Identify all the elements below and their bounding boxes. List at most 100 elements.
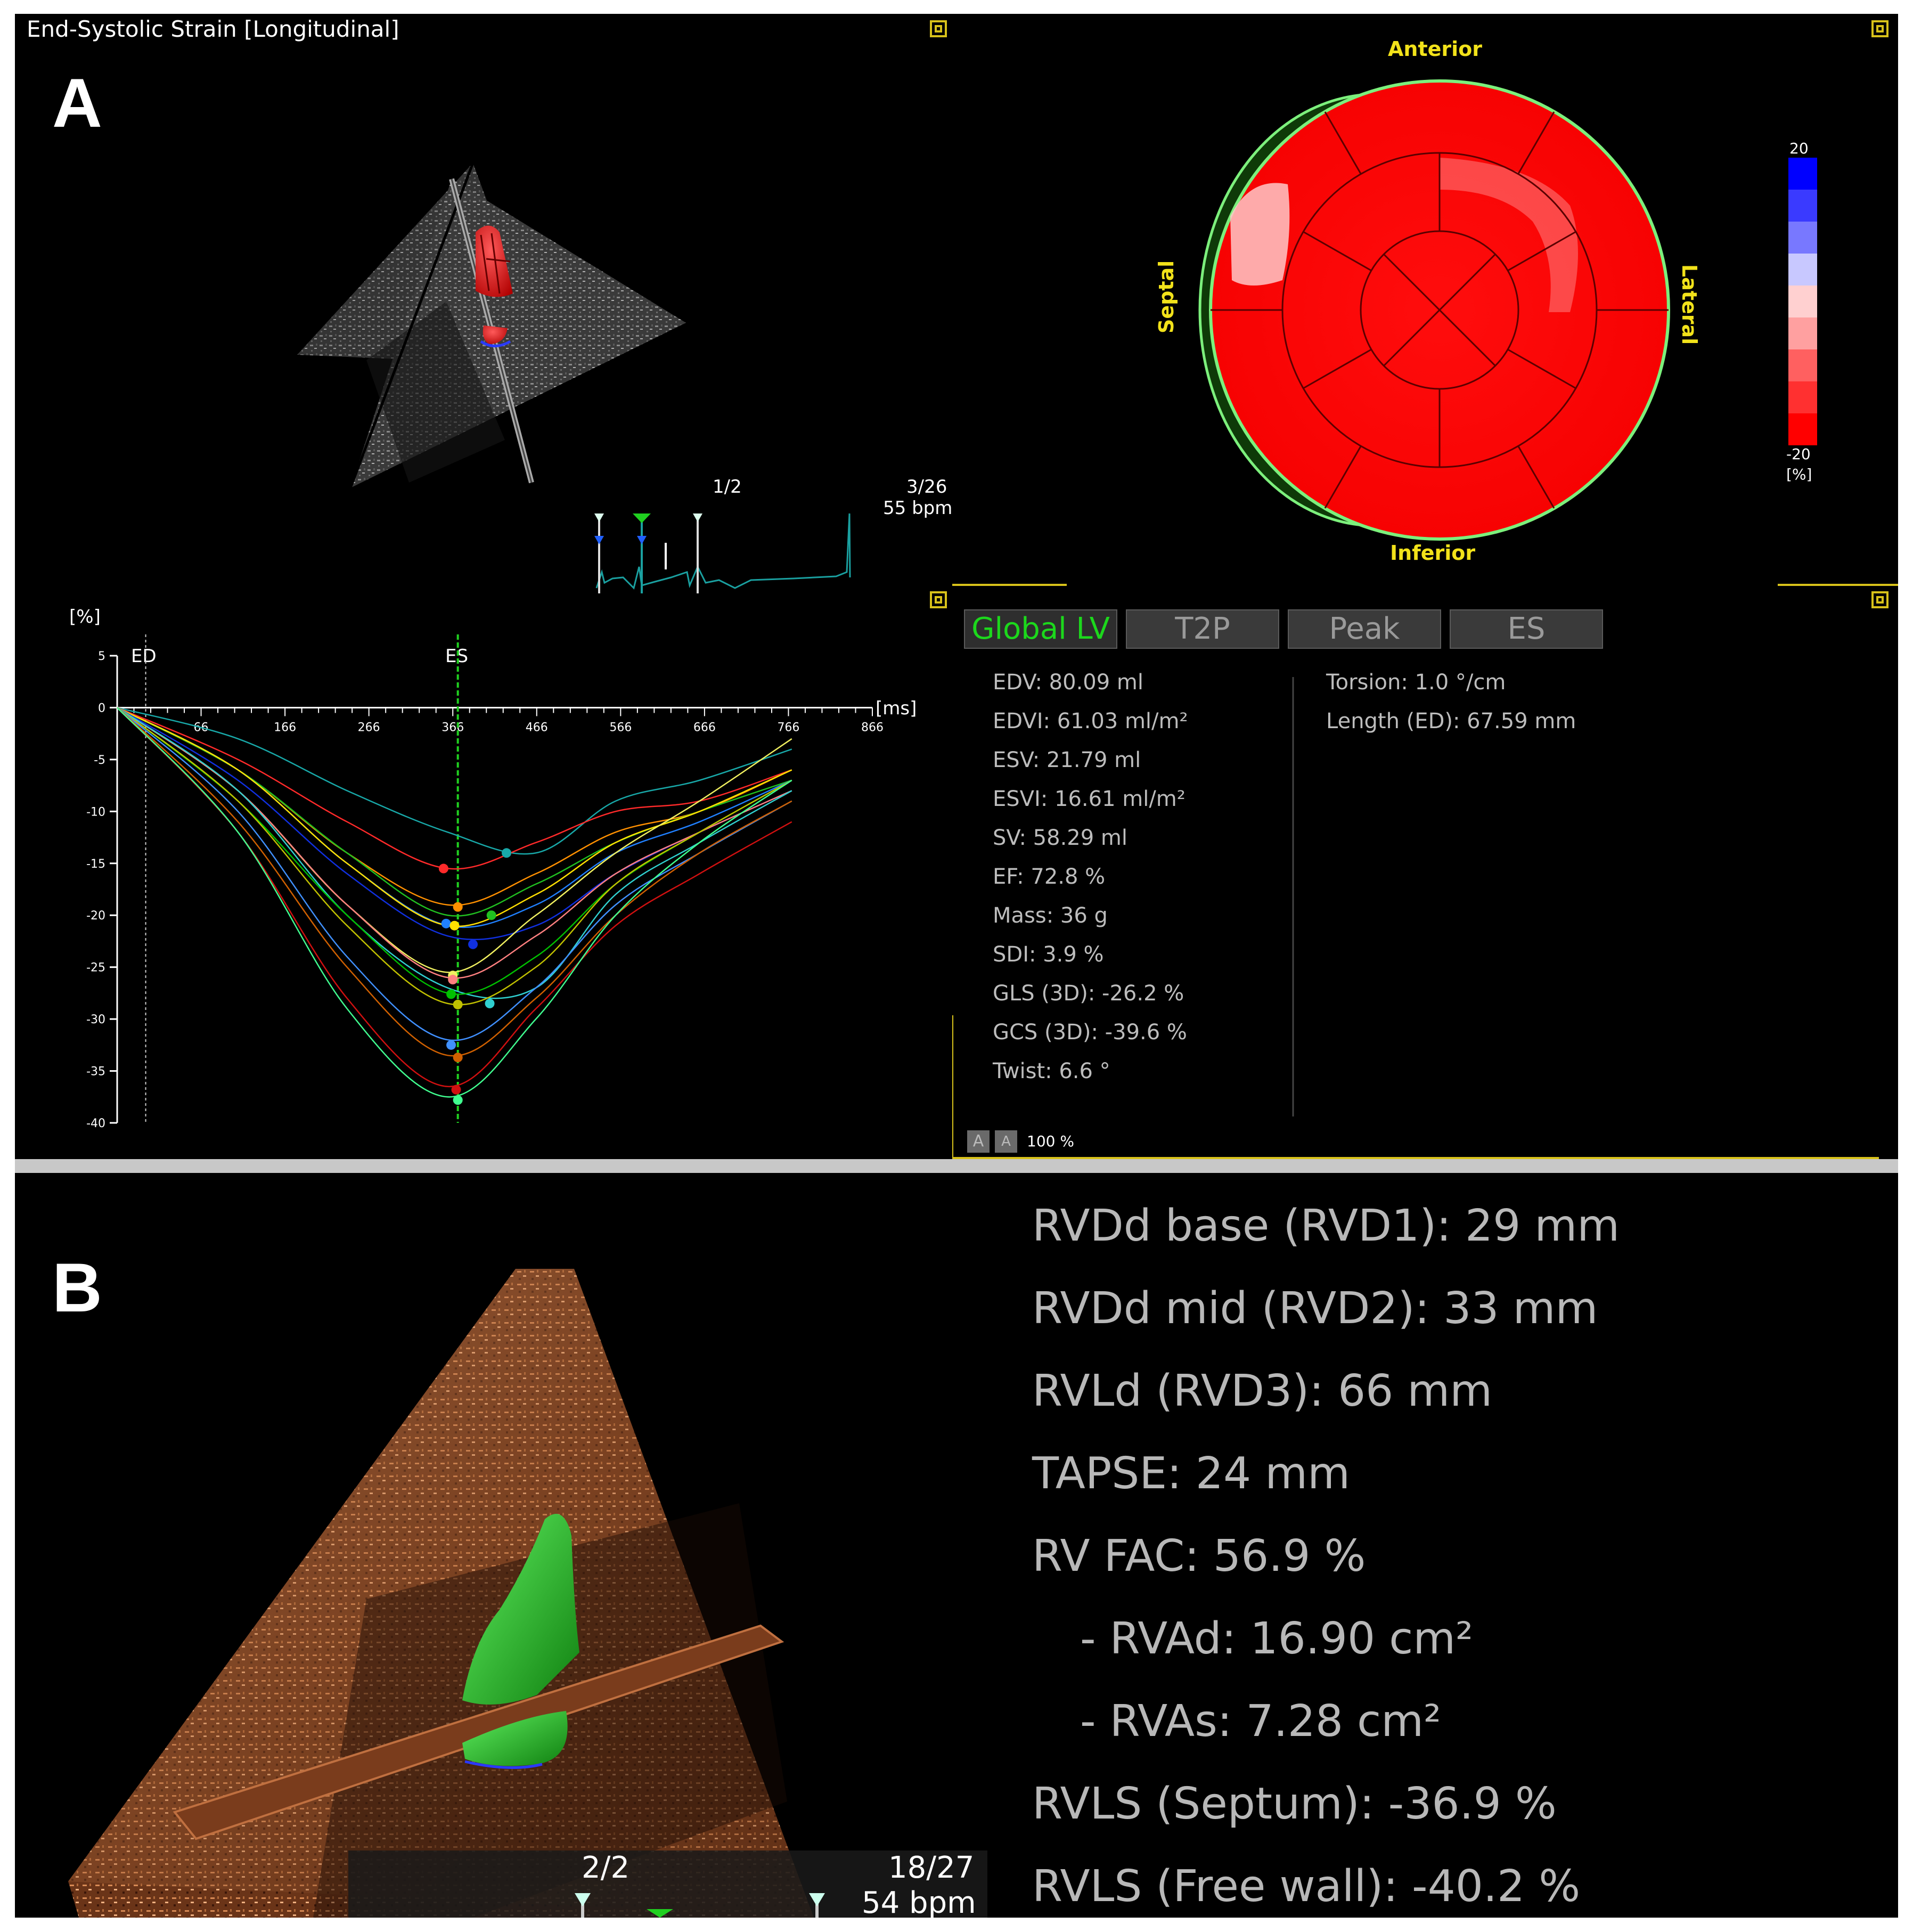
metric-rvls-free-wall: RVLS (Free wall): -40.2 %: [1032, 1861, 1581, 1912]
strain-curve-seg2: [117, 707, 792, 870]
metric-rvd1: RVDd base (RVD1): 29 mm: [1032, 1201, 1620, 1251]
metric-twist: Twist: 6.6 °: [993, 1059, 1110, 1083]
echo-3d-view[interactable]: [271, 142, 729, 504]
peak-point-seg14: [453, 1053, 463, 1063]
strain-curve-seg16: [117, 707, 792, 1098]
font-increase-button[interactable]: A: [995, 1130, 1017, 1153]
tab-peak[interactable]: Peak: [1288, 609, 1441, 649]
x-tick-label: 166: [274, 721, 296, 734]
panel-divider: [15, 1159, 1898, 1173]
metric-gls: GLS (3D): -26.2 %: [993, 981, 1184, 1006]
y-tick-label: -35: [86, 1065, 105, 1079]
peak-point-seg3: [453, 902, 463, 912]
metric-esvi: ESVI: 16.61 ml/m²: [993, 787, 1186, 811]
tab-t2p[interactable]: T2P: [1126, 609, 1279, 649]
font-decrease-button[interactable]: A: [967, 1130, 990, 1153]
ecg-beat-label: 1/2: [713, 476, 742, 498]
heart-rate-label: 55 bpm: [883, 498, 953, 519]
color-scale-unit: [%]: [1786, 466, 1812, 483]
maximize-icon[interactable]: [930, 20, 947, 37]
ecg-strip[interactable]: [348, 1851, 987, 1918]
x-tick-label: 666: [693, 721, 716, 734]
x-tick-label: 466: [526, 721, 548, 734]
chart-x-unit: [ms]: [876, 698, 917, 719]
tab-global-lv[interactable]: Global LV: [964, 609, 1117, 649]
ecg-overlay[interactable]: [348, 1851, 987, 1918]
chart-y-unit: [%]: [69, 606, 101, 627]
strain-curve-seg6: [117, 707, 792, 927]
metric-rvad: - RVAd: 16.90 cm²: [1080, 1613, 1474, 1664]
tab-es[interactable]: ES: [1450, 609, 1603, 649]
metric-rvls-septum: RVLS (Septum): -36.9 %: [1032, 1779, 1557, 1829]
y-tick-label: -40: [86, 1117, 105, 1130]
rv-3d-view[interactable]: [68, 1269, 974, 1918]
es-marker-label: ES: [445, 646, 469, 667]
peak-point-seg1: [502, 848, 512, 858]
metric-rvas: - RVAs: 7.28 cm²: [1080, 1696, 1441, 1747]
strain-curve-seg1: [117, 707, 792, 855]
y-tick-label: 5: [98, 650, 105, 663]
peak-point-seg11: [446, 989, 456, 999]
x-tick-label: 866: [861, 721, 884, 734]
color-scale-min: -20: [1786, 445, 1811, 463]
ecg-frame-label: 3/26: [906, 476, 947, 498]
peak-point-seg16: [453, 1095, 463, 1105]
panel-a: End-Systolic Strain [Longitudinal] A: [15, 14, 1898, 1159]
bullseye-lateral-label: Lateral: [1678, 264, 1701, 345]
maximize-icon[interactable]: [1871, 20, 1889, 37]
metric-edv: EDV: 80.09 ml: [993, 670, 1143, 695]
strain-curve-seg10: [117, 707, 792, 999]
maximize-icon[interactable]: [1871, 591, 1889, 608]
y-tick-label: -10: [86, 805, 105, 819]
strain-curve-seg12: [117, 707, 792, 1006]
y-tick-label: 0: [98, 702, 105, 715]
bullseye-septal-label: Septal: [1155, 260, 1178, 333]
x-tick-label: 266: [358, 721, 380, 734]
x-tick-label: 766: [777, 721, 799, 734]
bullseye-anterior-label: Anterior: [1388, 37, 1483, 61]
ecg-frame-label: 18/27: [888, 1851, 975, 1885]
peak-point-seg4: [486, 910, 496, 920]
strain-curve-seg13: [117, 707, 792, 1041]
zoom-level: 100 %: [1027, 1132, 1074, 1150]
y-tick-label: -20: [86, 909, 105, 923]
color-scale-bar: [1788, 158, 1817, 445]
bullseye-plot[interactable]: [1128, 56, 1724, 547]
x-tick-label: 366: [442, 721, 464, 734]
panel-b-letter: B: [52, 1249, 102, 1326]
metric-sdi: SDI: 3.9 %: [993, 942, 1104, 967]
y-tick-label: -25: [86, 961, 105, 975]
metric-rvd3: RVLd (RVD3): 66 mm: [1032, 1366, 1493, 1416]
peak-point-seg12: [453, 999, 463, 1009]
view-title: End-Systolic Strain [Longitudinal]: [27, 16, 399, 42]
metric-mass: Mass: 36 g: [993, 903, 1108, 928]
y-tick-label: -15: [86, 858, 105, 871]
strain-curve-seg5: [117, 707, 792, 928]
metric-gcs: GCS (3D): -39.6 %: [993, 1020, 1187, 1045]
ecg-strip[interactable]: [581, 492, 879, 599]
metric-length-ed: Length (ED): 67.59 mm: [1326, 709, 1576, 733]
peak-point-seg5: [441, 918, 451, 928]
panel-a-letter: A: [52, 64, 102, 142]
metric-torsion: Torsion: 1.0 °/cm: [1326, 670, 1506, 695]
bullseye-inferior-label: Inferior: [1390, 541, 1476, 565]
metric-esv: ESV: 21.79 ml: [993, 748, 1141, 772]
ecg-beat-label: 2/2: [582, 1851, 630, 1885]
strain-curve-seg8: [117, 707, 792, 973]
x-tick-label: 566: [609, 721, 632, 734]
metric-tapse: TAPSE: 24 mm: [1032, 1448, 1350, 1499]
metric-ef: EF: 72.8 %: [993, 865, 1106, 889]
metrics-panel-frame: [952, 584, 1898, 1159]
y-tick-label: -30: [86, 1013, 105, 1026]
heart-rate-label: 54 bpm: [862, 1886, 976, 1918]
ed-marker-label: ED: [131, 646, 157, 667]
maximize-icon[interactable]: [930, 591, 947, 608]
peak-point-seg15: [451, 1085, 461, 1095]
peak-point-seg7: [468, 939, 478, 949]
peak-point-seg9: [448, 975, 458, 985]
strain-curve-seg14: [117, 707, 792, 1057]
peak-point-seg2: [438, 863, 448, 874]
metric-rv-fac: RV FAC: 56.9 %: [1032, 1531, 1366, 1582]
metric-rvd2: RVDd mid (RVD2): 33 mm: [1032, 1283, 1598, 1334]
